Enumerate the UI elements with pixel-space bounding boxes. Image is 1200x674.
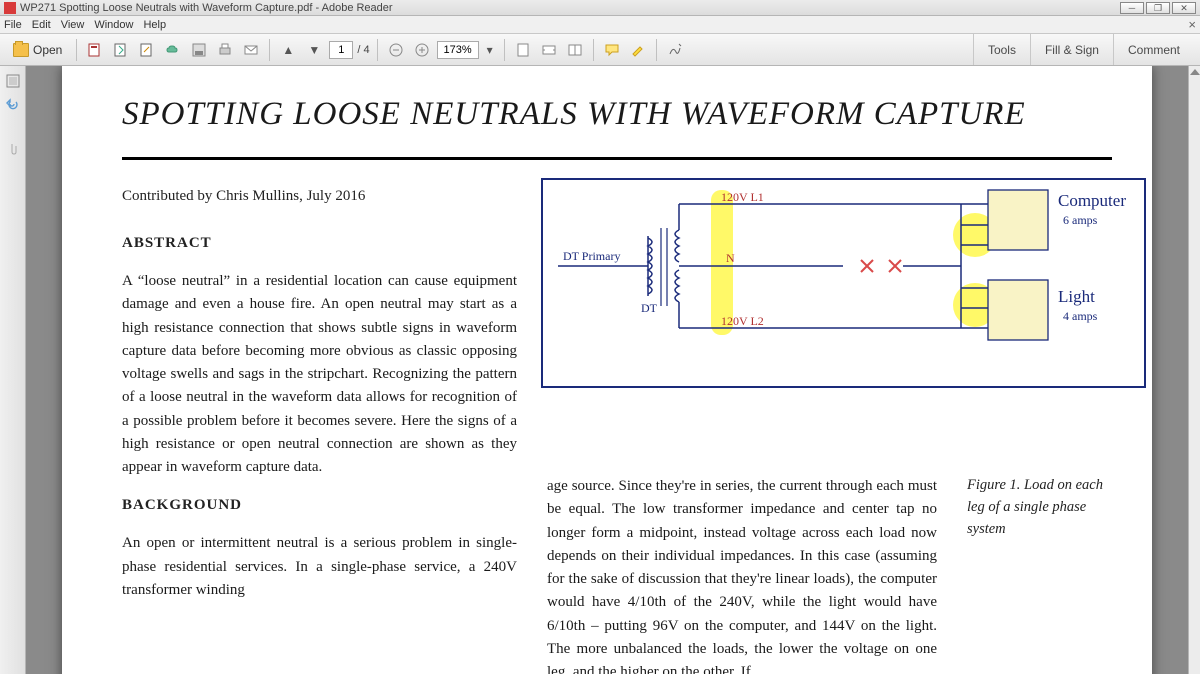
tools-panel-button[interactable]: Tools (973, 34, 1030, 65)
highlight-icon[interactable] (627, 39, 649, 61)
zoom-input[interactable] (437, 41, 479, 59)
document-viewport[interactable]: SPOTTING LOOSE NEUTRALS WITH WAVEFORM CA… (26, 66, 1188, 674)
fit-page-icon[interactable] (512, 39, 534, 61)
zoom-in-icon[interactable] (411, 39, 433, 61)
abstract-paragraph: A “loose neutral” in a residential locat… (122, 270, 517, 479)
document-title: SPOTTING LOOSE NEUTRALS WITH WAVEFORM CA… (122, 96, 1112, 133)
menu-edit[interactable]: Edit (32, 19, 51, 31)
label-dt-primary: DT Primary (563, 249, 620, 263)
undo-icon[interactable] (4, 96, 22, 114)
svg-text:120V L1: 120V L1 (721, 190, 764, 204)
page-total: / 4 (357, 44, 369, 56)
svg-text:Computer: Computer (1058, 191, 1126, 210)
svg-text:Light: Light (1058, 287, 1095, 306)
page-number-input[interactable] (329, 41, 353, 59)
thumbnails-icon[interactable] (4, 72, 22, 90)
title-rule (122, 157, 1112, 160)
menu-view[interactable]: View (61, 19, 85, 31)
nav-pane (0, 66, 26, 674)
separator (504, 39, 505, 61)
body-area: SPOTTING LOOSE NEUTRALS WITH WAVEFORM CA… (0, 66, 1200, 674)
minimize-button[interactable]: ─ (1120, 2, 1144, 14)
open-label: Open (33, 43, 62, 57)
print-icon[interactable] (214, 39, 236, 61)
svg-text:4 amps: 4 amps (1063, 309, 1098, 323)
open-button[interactable]: Open (6, 38, 69, 62)
svg-text:DT: DT (641, 301, 658, 315)
mid-column-paragraph: age source. Since they're in series, the… (547, 475, 937, 674)
pdf-file-icon (4, 2, 16, 14)
separator (656, 39, 657, 61)
window-title: WP271 Spotting Loose Neutrals with Wavef… (20, 2, 393, 14)
zoom-dropdown-icon[interactable]: ▾ (483, 39, 497, 61)
pdf-page: SPOTTING LOOSE NEUTRALS WITH WAVEFORM CA… (62, 66, 1152, 674)
edit-pdf-icon[interactable] (136, 39, 158, 61)
save-cloud-icon[interactable] (162, 39, 184, 61)
separator (269, 39, 270, 61)
svg-text:N: N (726, 251, 735, 265)
fit-width-icon[interactable] (538, 39, 560, 61)
create-pdf-icon[interactable] (84, 39, 106, 61)
menu-window[interactable]: Window (94, 19, 133, 31)
maximize-button[interactable]: ❐ (1146, 2, 1170, 14)
page-up-icon[interactable]: ▲ (277, 39, 299, 61)
toolbar: Open ▲ ▼ / 4 ▾ Tools Fill & Sign Comment (0, 34, 1200, 66)
comment-panel-button[interactable]: Comment (1113, 34, 1194, 65)
figure-circuit: DT Primary DT 120V L1 N 120V L2 Computer… (541, 178, 1146, 388)
folder-icon (13, 43, 29, 57)
close-doc-button[interactable]: × (1188, 17, 1196, 32)
zoom-out-icon[interactable] (385, 39, 407, 61)
save-icon[interactable] (188, 39, 210, 61)
fill-sign-panel-button[interactable]: Fill & Sign (1030, 34, 1113, 65)
page-down-icon[interactable]: ▼ (303, 39, 325, 61)
background-paragraph: An open or intermittent neutral is a ser… (122, 532, 517, 602)
background-heading: BACKGROUND (122, 497, 517, 514)
comment-bubble-icon[interactable] (601, 39, 623, 61)
email-icon[interactable] (240, 39, 262, 61)
export-pdf-icon[interactable] (110, 39, 132, 61)
svg-text:120V L2: 120V L2 (721, 314, 764, 328)
read-mode-icon[interactable] (564, 39, 586, 61)
separator (593, 39, 594, 61)
separator (377, 39, 378, 61)
scroll-up-icon[interactable] (1190, 69, 1200, 75)
titlebar: WP271 Spotting Loose Neutrals with Wavef… (0, 0, 1200, 16)
vertical-scrollbar[interactable] (1188, 66, 1200, 674)
sign-icon[interactable] (664, 39, 686, 61)
adobe-reader-window: WP271 Spotting Loose Neutrals with Wavef… (0, 0, 1200, 674)
menu-file[interactable]: File (4, 19, 22, 31)
svg-text:6 amps: 6 amps (1063, 213, 1098, 227)
close-window-button[interactable]: ✕ (1172, 2, 1196, 14)
figure-caption: Figure 1. Load on each leg of a single p… (967, 475, 1112, 540)
separator (76, 39, 77, 61)
attachment-icon[interactable] (4, 140, 22, 158)
menubar: File Edit View Window Help × (0, 16, 1200, 34)
menu-help[interactable]: Help (143, 19, 166, 31)
abstract-heading: ABSTRACT (122, 235, 517, 252)
